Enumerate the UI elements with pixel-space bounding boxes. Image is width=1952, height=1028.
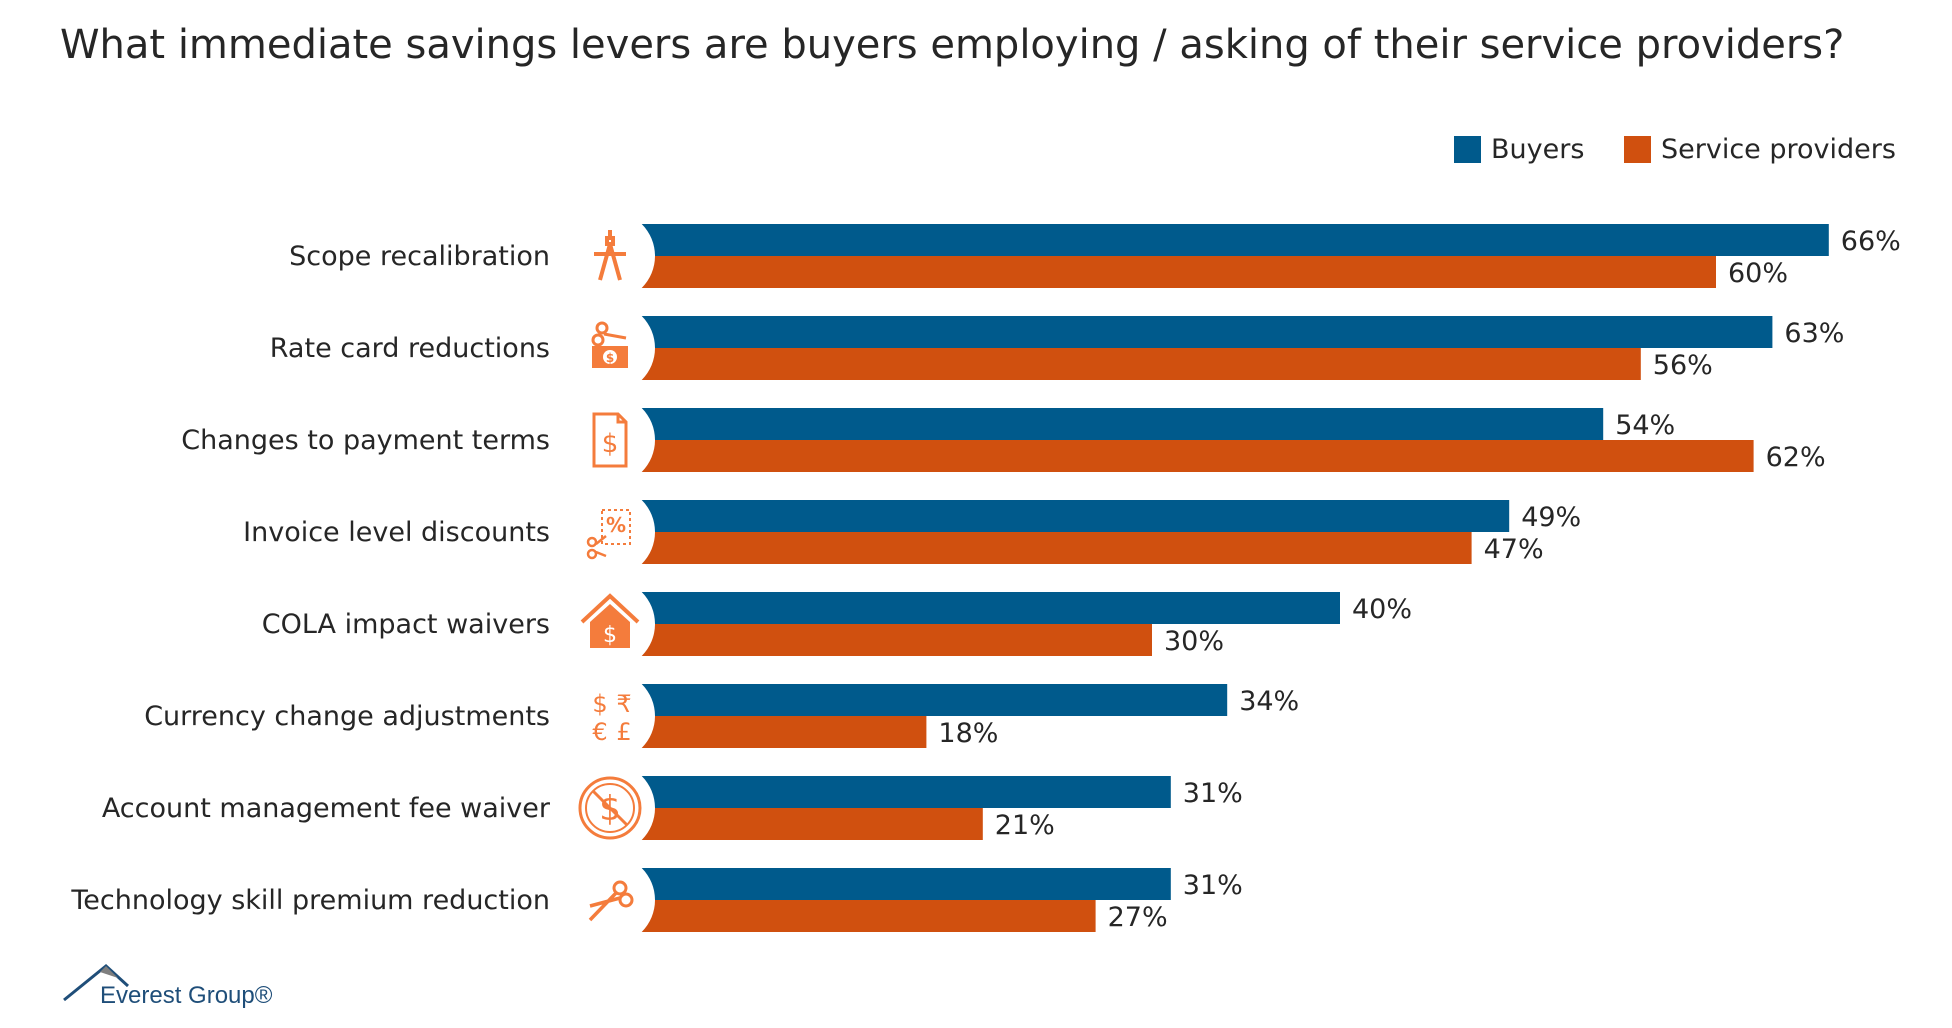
svg-text:$: $: [606, 351, 614, 365]
compass-icon: [594, 230, 626, 281]
bar-service-providers: [588, 256, 1716, 288]
data-label: 21%: [995, 810, 1055, 841]
data-label: 62%: [1766, 442, 1826, 473]
currency-symbols-icon: $ ₹ € £: [592, 690, 631, 746]
category-group: 66% 60% Scope recalibration: [289, 211, 1901, 301]
bar-buyers: [588, 776, 1171, 808]
svg-text:$: $: [602, 429, 619, 459]
svg-text:£: £: [616, 718, 631, 746]
category-label: Invoice level discounts: [243, 517, 550, 548]
data-label: 47%: [1484, 534, 1544, 565]
legend-swatch: [1624, 136, 1651, 163]
bar-service-providers: [588, 532, 1472, 564]
svg-text:%: %: [606, 513, 626, 537]
icon-backdrop: [565, 395, 655, 485]
bar-buyers: [588, 316, 1773, 348]
category-group: 31% 27% Technology skill premium reduction: [70, 855, 1243, 945]
data-label: 60%: [1728, 258, 1788, 289]
bar-buyers: [588, 868, 1171, 900]
category-label: Changes to payment terms: [181, 425, 550, 456]
svg-text:$: $: [603, 623, 617, 648]
legend-item-buyers: Buyers: [1454, 134, 1584, 165]
data-label: 27%: [1108, 902, 1168, 933]
bar-buyers: [588, 500, 1510, 532]
data-label: 34%: [1239, 686, 1299, 717]
data-label: 63%: [1784, 318, 1844, 349]
category-label: Technology skill premium reduction: [70, 885, 550, 916]
bar-service-providers: [588, 440, 1754, 472]
bar-buyers: [588, 592, 1340, 624]
legend-label: Service providers: [1661, 134, 1896, 165]
discount-coupon-icon: %: [586, 509, 631, 560]
svg-text:₹: ₹: [616, 690, 631, 718]
bar-buyers: [588, 684, 1228, 716]
house-dollar-icon: $: [580, 593, 640, 648]
category-group: 34% 18% $ ₹ € £ Currency change adjustments: [144, 671, 1299, 761]
category-group: 63% 56% $ Rate card reductions: [270, 303, 1844, 393]
scissors-cash-icon: $: [591, 321, 628, 368]
dollar-document-icon: $: [592, 412, 628, 468]
data-label: 31%: [1183, 778, 1243, 809]
legend-item-service-providers: Service providers: [1624, 134, 1896, 165]
everest-logo-text: Everest Group®: [100, 982, 273, 1009]
icon-backdrop: [565, 671, 655, 761]
scissors-icon: [588, 880, 634, 922]
bar-service-providers: [588, 900, 1096, 932]
bar-service-providers: [588, 624, 1152, 656]
data-label: 30%: [1164, 626, 1224, 657]
data-label: 66%: [1841, 226, 1901, 257]
svg-text:$: $: [592, 690, 607, 718]
data-label: 18%: [938, 718, 998, 749]
category-group: 40% 30% $ COLA impact waivers: [262, 579, 1412, 669]
data-label: 49%: [1521, 502, 1581, 533]
category-group: 54% 62% $ Changes to payment terms: [181, 395, 1826, 485]
category-label: COLA impact waivers: [262, 609, 550, 640]
data-label: 40%: [1352, 594, 1412, 625]
data-label: 54%: [1615, 410, 1675, 441]
legend-label: Buyers: [1491, 134, 1585, 165]
bar-buyers: [588, 408, 1604, 440]
bar-service-providers: [588, 348, 1641, 380]
data-label: 56%: [1653, 350, 1713, 381]
category-label: Account management fee waiver: [102, 793, 551, 824]
category-group: 31% 21% $ Account management fee waiver: [102, 763, 1243, 853]
no-fee-icon: $: [578, 776, 642, 840]
category-group: 49%47%% Invoice level discounts: [243, 487, 1581, 577]
data-label: 31%: [1183, 870, 1243, 901]
svg-text:€: €: [592, 718, 607, 746]
bar-buyers: [588, 224, 1829, 256]
legend-swatch: [1454, 136, 1481, 163]
category-label: Rate card reductions: [270, 333, 550, 364]
category-label: Currency change adjustments: [144, 701, 550, 732]
chart-title: What immediate savings levers are buyers…: [60, 22, 1845, 68]
category-label: Scope recalibration: [289, 241, 550, 272]
everest-logo-icon: [63, 964, 130, 1002]
